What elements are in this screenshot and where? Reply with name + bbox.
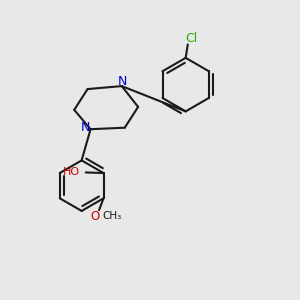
- Text: Cl: Cl: [185, 32, 198, 45]
- Text: N: N: [117, 75, 127, 88]
- Text: N: N: [80, 121, 90, 134]
- Text: HO: HO: [63, 167, 80, 177]
- Text: CH₃: CH₃: [103, 211, 122, 221]
- Text: O: O: [91, 210, 100, 223]
